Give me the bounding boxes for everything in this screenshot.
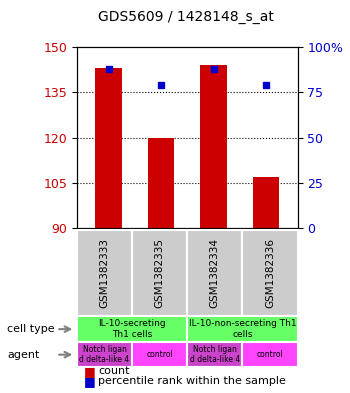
Text: GSM1382335: GSM1382335	[155, 238, 165, 308]
Text: Notch ligan
d delta-like 4: Notch ligan d delta-like 4	[79, 345, 130, 364]
Bar	[253, 177, 279, 228]
FancyBboxPatch shape	[77, 230, 132, 316]
FancyBboxPatch shape	[187, 316, 298, 342]
Text: IL-10-non-secreting Th1
cells: IL-10-non-secreting Th1 cells	[189, 320, 296, 339]
Text: count: count	[98, 366, 130, 376]
Text: GSM1382333: GSM1382333	[99, 238, 110, 308]
Bar	[95, 68, 122, 228]
FancyBboxPatch shape	[132, 230, 187, 316]
Text: Notch ligan
d delta-like 4: Notch ligan d delta-like 4	[190, 345, 240, 364]
Text: GSM1382336: GSM1382336	[265, 238, 275, 308]
FancyBboxPatch shape	[77, 316, 187, 342]
FancyBboxPatch shape	[242, 342, 298, 367]
Text: GDS5609 / 1428148_s_at: GDS5609 / 1428148_s_at	[98, 10, 273, 24]
Bar	[200, 65, 227, 228]
Text: control: control	[146, 350, 173, 359]
FancyBboxPatch shape	[187, 230, 242, 316]
Text: ■: ■	[84, 375, 96, 388]
Text: percentile rank within the sample: percentile rank within the sample	[98, 376, 286, 386]
Text: IL-10-secreting
Th1 cells: IL-10-secreting Th1 cells	[98, 320, 166, 339]
Text: control: control	[257, 350, 283, 359]
FancyBboxPatch shape	[242, 230, 298, 316]
FancyBboxPatch shape	[187, 342, 242, 367]
Text: ■: ■	[84, 365, 96, 378]
FancyBboxPatch shape	[132, 342, 187, 367]
Text: cell type: cell type	[7, 324, 55, 334]
Bar	[148, 138, 174, 228]
Text: GSM1382334: GSM1382334	[210, 238, 220, 308]
Text: agent: agent	[7, 350, 39, 360]
FancyBboxPatch shape	[77, 342, 132, 367]
